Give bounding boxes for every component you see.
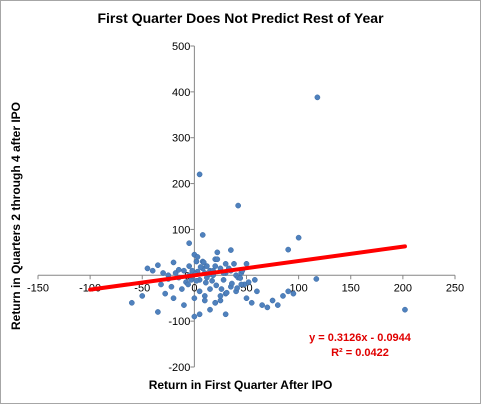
tick-labels-group: -150-100-50050100150200250-200-100100200… [27,41,464,374]
data-point [204,263,210,269]
y-tick-label: 500 [172,41,190,53]
x-tick-label: 0 [191,282,197,294]
y-tick-label: 400 [172,87,190,99]
data-point [280,293,286,299]
points-group [128,94,408,320]
y-tick-label: 100 [172,224,190,236]
data-point [218,286,225,292]
x-axis-label: Return in First Quarter After IPO [148,378,333,392]
data-point [274,302,281,308]
data-point [201,297,208,304]
data-point [295,234,302,241]
data-point [222,260,229,267]
data-point [196,288,203,295]
chart-title: First Quarter Does Not Predict Rest of Y… [97,10,384,26]
data-point [196,311,203,318]
x-tick-label: 250 [446,282,464,294]
trendline [88,244,407,292]
data-point [402,306,408,313]
data-point [155,309,161,315]
x-tick-label: -150 [27,282,49,294]
data-point [313,276,320,282]
data-point [269,297,276,304]
data-point [212,299,219,306]
data-point [213,282,220,289]
data-point [168,283,175,290]
data-point [191,295,198,302]
axes-group [37,45,456,368]
data-point [186,263,193,269]
data-point [160,270,166,276]
data-point [245,279,252,286]
data-point [214,256,221,263]
data-point [179,286,185,292]
data-point [181,302,187,308]
data-point [243,260,250,267]
data-point [162,290,169,297]
data-point [149,267,156,274]
data-point [144,265,151,272]
y-tick-label: -100 [168,316,190,328]
data-point [139,293,146,299]
data-point [197,264,204,270]
x-tick-label: 150 [342,282,360,294]
data-point [209,277,215,284]
data-point [207,286,213,292]
data-point [285,246,292,253]
trendline-equation-text: y = 0.3126x - 0.0944 [309,332,411,344]
data-point [199,232,206,238]
data-point [220,277,227,283]
data-point [285,288,292,295]
data-point [196,171,203,178]
trendline-r2-text: R² = 0.0422 [331,347,389,359]
data-point [191,313,198,320]
data-point [314,94,321,101]
data-point [207,306,213,313]
data-point [193,258,200,265]
data-point [194,254,201,260]
data-point [251,277,258,283]
trendline-group [88,244,407,292]
data-point [231,260,237,267]
data-point [254,288,260,295]
data-point [259,302,265,308]
y-tick-label: 200 [172,179,190,191]
data-point [202,279,209,286]
y-tick-label: -200 [168,362,190,374]
x-tick-label: -50 [134,282,150,294]
data-point [243,295,250,302]
data-point [217,293,224,299]
data-point [229,280,235,287]
data-point [237,275,244,281]
data-point [175,266,182,273]
data-point [181,267,187,274]
data-point [264,304,271,311]
data-point [222,311,229,318]
data-point [128,299,135,306]
data-point [228,247,234,253]
data-point [158,281,164,288]
data-point [186,240,193,247]
data-point [185,281,191,288]
x-tick-label: 200 [394,282,412,294]
data-point [235,202,242,209]
data-point [214,249,221,256]
data-point [155,262,161,269]
data-point [238,281,245,288]
y-tick-label: 300 [172,133,190,145]
data-point [200,259,207,266]
data-point [212,263,219,269]
data-point [223,289,230,296]
data-point [170,295,177,302]
data-point [170,259,177,266]
data-point [193,277,200,284]
trendline-equation: y = 0.3126x - 0.0944 R² = 0.0422 [300,331,420,361]
data-point [290,290,297,297]
data-point [234,285,240,291]
data-point [248,299,255,306]
